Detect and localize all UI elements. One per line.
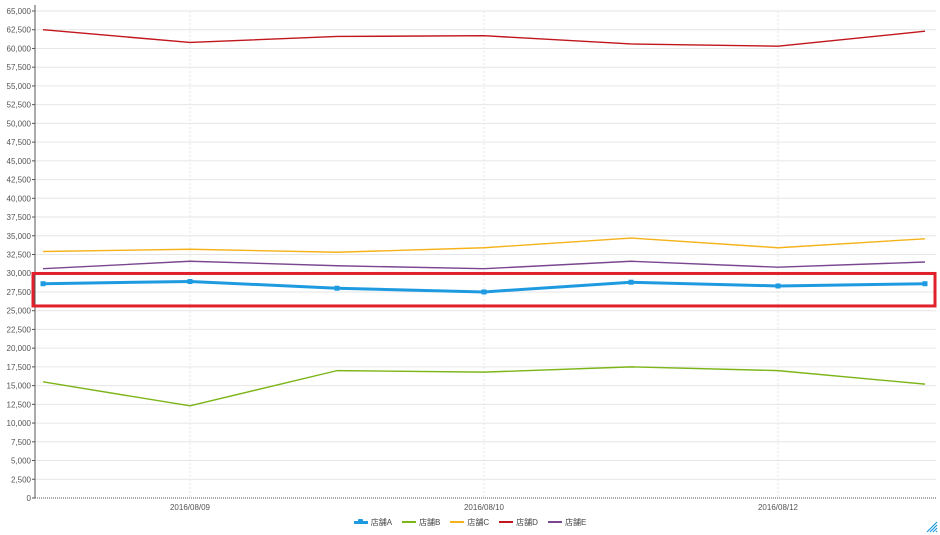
- y-tick-label: 22,500: [7, 325, 32, 334]
- legend-label-e: 店舗E: [564, 517, 587, 527]
- y-tick-label: 27,500: [7, 288, 32, 297]
- series-line-4[interactable]: [42, 29, 926, 47]
- y-tick-label: 55,000: [7, 82, 32, 91]
- axes: [32, 5, 936, 499]
- legend-item-c[interactable]: 店舗C: [450, 517, 489, 528]
- y-tick-label: 15,000: [7, 382, 32, 391]
- y-tick-label: 65,000: [7, 7, 32, 16]
- y-tick-label: 60,000: [7, 44, 32, 53]
- legend-item-b[interactable]: 店舗B: [402, 517, 440, 528]
- legend-label-b: 店舗B: [419, 517, 441, 527]
- series-line-3[interactable]: [42, 237, 926, 253]
- series-point-1[interactable]: [775, 283, 781, 289]
- y-tick-label: 5,000: [11, 457, 32, 466]
- legend-label-a: 店舗A: [370, 517, 393, 527]
- y-axis-tick-labels: 0 2,500 5,000 7,500 10,000 12,500 15,000 17,500…: [7, 7, 32, 503]
- y-tick-label: 40,000: [7, 194, 32, 203]
- y-tick-label: 50,000: [7, 119, 32, 128]
- highlight-box-layer: [31, 271, 937, 308]
- series-point-1[interactable]: [628, 279, 634, 285]
- y-tick-label: 20,000: [7, 344, 32, 353]
- legend-swatch-e: [547, 521, 562, 523]
- series-point-1[interactable]: [40, 281, 46, 287]
- legend-swatch-b: [402, 521, 417, 523]
- grid-lines: [35, 10, 936, 498]
- series-lines: [40, 29, 928, 407]
- resize-handle-icon[interactable]: [926, 521, 938, 533]
- y-tick-label: 0: [27, 494, 32, 503]
- y-tick-label: 7,500: [11, 438, 32, 447]
- y-tick-label: 45,000: [7, 157, 32, 166]
- series-line-5[interactable]: [42, 260, 926, 270]
- y-tick-label: 42,500: [7, 176, 32, 185]
- legend-item-e[interactable]: 店舗E: [547, 517, 587, 528]
- y-tick-label: 57,500: [7, 63, 32, 72]
- y-tick-label: 47,500: [7, 138, 32, 147]
- series-point-1[interactable]: [187, 278, 193, 284]
- y-tick-label: 30,000: [7, 269, 32, 278]
- legend-swatch-a: [353, 518, 368, 524]
- y-tick-label: 17,500: [7, 363, 32, 372]
- series-point-1[interactable]: [481, 289, 487, 295]
- highlight-box: [31, 271, 937, 308]
- y-tick-label: 2,500: [11, 475, 32, 484]
- x-axis-tick-labels: 2016/08/09 2016/08/10 2016/08/12: [170, 503, 799, 512]
- x-tick-label: 2016/08/12: [758, 503, 799, 512]
- series-line-2[interactable]: [42, 366, 926, 407]
- chart-legend: 店舗A 店舗B 店舗C 店舗D 店舗E: [0, 515, 940, 529]
- series-point-1[interactable]: [922, 281, 928, 287]
- y-tick-label: 37,500: [7, 213, 32, 222]
- legend-item-d[interactable]: 店舗D: [499, 517, 538, 528]
- y-tick-label: 52,500: [7, 101, 32, 110]
- series-point-1[interactable]: [334, 285, 340, 291]
- legend-label-c: 店舗C: [467, 517, 490, 527]
- y-tick-label: 10,000: [7, 419, 32, 428]
- y-tick-label: 35,000: [7, 232, 32, 241]
- y-tick-label: 25,000: [7, 307, 32, 316]
- legend-swatch-c: [450, 521, 465, 523]
- y-tick-label: 12,500: [7, 400, 32, 409]
- legend-label-d: 店舗D: [516, 517, 538, 527]
- y-tick-label: 32,500: [7, 251, 32, 260]
- y-tick-label: 62,500: [7, 26, 32, 35]
- x-tick-label: 2016/08/09: [170, 503, 211, 512]
- x-tick-label: 2016/08/10: [464, 503, 505, 512]
- legend-swatch-d: [499, 521, 514, 523]
- legend-item-a[interactable]: 店舗A: [353, 517, 393, 528]
